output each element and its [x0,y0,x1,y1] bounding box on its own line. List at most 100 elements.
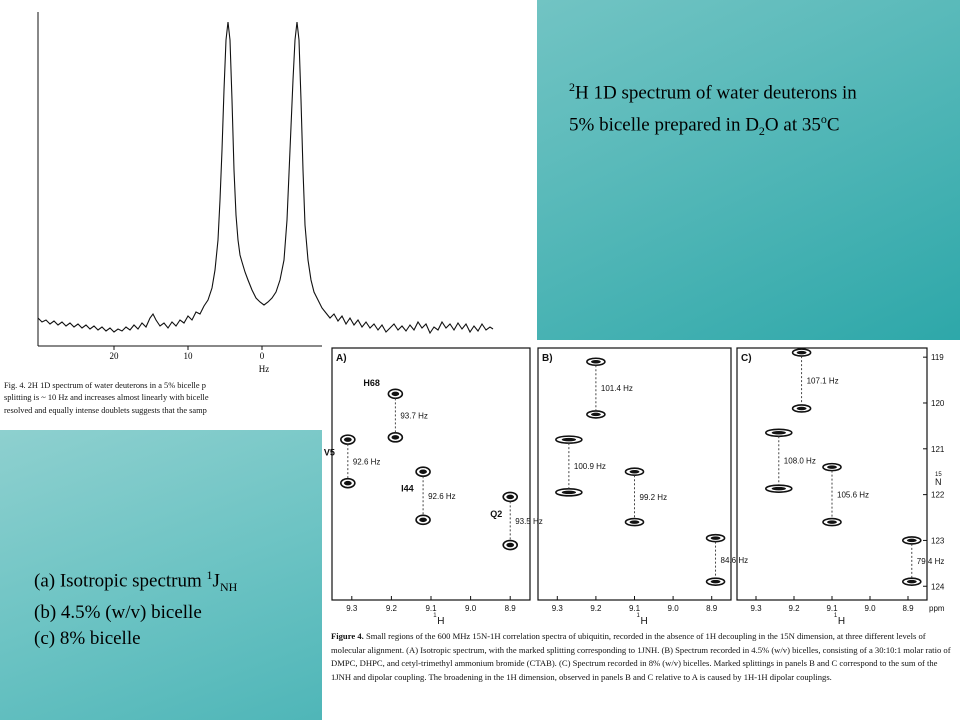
description-line-2b: O at 35 [764,114,821,136]
x-tick-label: 8.9 [902,604,914,613]
x-tick-label: 9.0 [465,604,477,613]
splitting-label: 99.2 Hz [640,493,668,502]
panel-frame [736,347,928,601]
x-tick-label: 9.2 [788,604,800,613]
superscript: o [820,112,827,127]
legend-item-c: (c) 8% bicelle [34,628,141,650]
fig4-caption: Fig. 4. 2H 1D spectrum of water deuteron… [4,380,322,430]
caption-line: Fig. 4. 2H 1D spectrum of water deuteron… [4,381,206,390]
panel-legend: (a) Isotropic spectrum 1JNH (b) 4.5% (w/… [34,562,324,652]
y-tick-label: 124 [931,582,945,591]
peak-core [561,490,577,495]
peak-core [419,517,427,523]
splitting-label: 107.1 Hz [807,377,839,386]
x-axis-label-sup: 1 [636,613,640,619]
peak-core [827,520,837,524]
splitting-label: 93.5 Hz [515,517,543,526]
x-unit-label: ppm [929,604,945,613]
caption-body: Small regions of the 600 MHz 15N-1H corr… [331,631,951,682]
x-tick-label: 9.0 [864,604,876,613]
splitting-label: 100.9 Hz [574,462,606,471]
peak-contour [340,434,356,445]
peak-core [629,520,640,524]
description-line-2c: C [826,114,840,136]
x-tick-label: 8.9 [706,604,718,613]
panel-frames [331,347,928,601]
x-tick-label: 8.9 [505,604,517,613]
x-axis-label: H [838,616,845,627]
peak-core [906,579,917,584]
panel-frame [537,347,732,601]
peak-contour [555,435,583,444]
peak-core [710,579,721,584]
x-axis-unit: Hz [259,364,270,374]
y-tick-label: 120 [931,399,945,408]
peak-core [771,431,786,435]
residue-label: Q2 [490,509,502,519]
peak-core [561,437,577,442]
x-axis-label-sup: 1 [834,613,838,619]
x-axis-label-sup: 1 [433,613,437,619]
panel-label: B) [542,353,553,364]
peak-core [710,536,721,540]
peak-core [343,437,352,442]
peak-core [796,406,807,411]
panel-peaks [340,348,922,586]
peak-core [796,350,807,355]
panel-label: C) [741,353,752,364]
splitting-label: 84.6 Hz [721,556,749,565]
spectrum-description: 2H 1D spectrum of water deuterons in 5% … [569,74,949,145]
peak-core [771,486,786,491]
y-tick-label: 119 [931,353,944,362]
hsqc-figure: 9.3 9.2 9.1 9.0 8.9 H 1 A) 93.7 Hz 92.6 Hz 92.6 Hz… [322,340,960,720]
peak-contour [624,517,645,527]
x-axis-label: H [641,616,648,627]
y-axis-label: N [935,477,942,487]
peak-contour [586,410,606,419]
subscript: 2 [758,124,765,139]
x-tick-label: 9.0 [668,604,680,613]
peak-core [827,465,837,469]
x-tick-label: 10 [184,351,194,361]
peak-core [391,391,400,397]
splitting-label: 93.7 Hz [400,412,428,421]
y-tick-label: 121 [931,445,945,454]
x-ticks [113,346,263,350]
x-tick-label: 9.1 [425,604,437,613]
splitting-label: 92.6 Hz [353,457,381,466]
y-tick-label: 122 [931,491,945,500]
peak-core [391,435,400,440]
peak-contour [387,432,404,443]
spectrum-trace [37,21,494,335]
caption-lead: Figure 4. [331,631,364,641]
panel-label: A) [336,353,347,364]
caption-line: resolved and equally intense doublets su… [4,405,207,415]
residue-label: V5 [324,448,335,458]
x-axis-label: H [437,616,444,627]
splitting-label: 92.6 Hz [428,492,456,501]
peak-core [506,494,515,500]
x-tick-label: 9.3 [346,604,358,613]
hsqc-caption: Figure 4. Small regions of the 600 MHz 1… [331,630,956,684]
peak-core [629,469,640,474]
peak-contour [387,388,404,400]
peak-core [906,538,917,543]
peak-core [419,469,427,474]
x-tick-label: 20 [110,351,120,361]
peak-core [590,412,601,417]
splitting-label: 108.0 Hz [784,457,816,466]
peak-contour [502,539,518,551]
peak-contour [822,517,842,527]
caption-line: splitting is ~ 10 Hz and increases almos… [4,393,209,403]
x-tick-label: 9.1 [629,604,641,613]
x-tick-label: 9.2 [386,604,398,613]
superscript: 2 [569,80,575,94]
splitting-label: 79.4 Hz [917,557,945,566]
splitting-label: 101.4 Hz [601,384,633,393]
peak-contour [586,357,606,367]
peak-contour [705,533,726,543]
description-line-2: 5% bicelle prepared in D [569,114,759,136]
peak-contour [822,462,842,472]
